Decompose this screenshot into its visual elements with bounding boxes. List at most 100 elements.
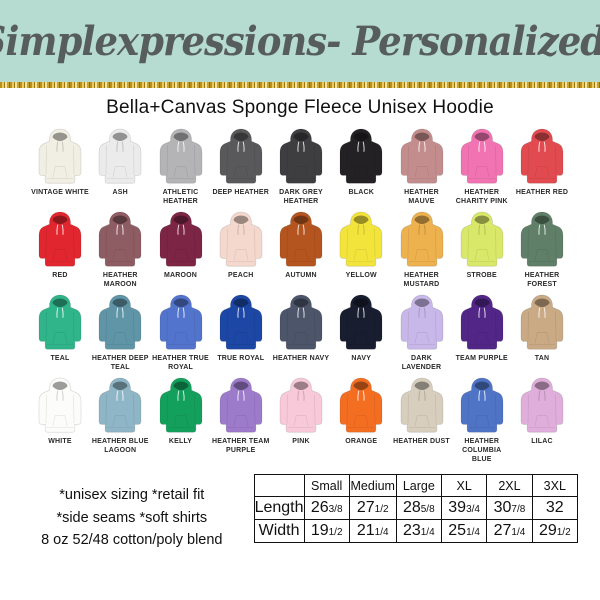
note-line: *side seams *soft shirts: [56, 509, 208, 526]
hood-interior: [293, 215, 309, 226]
drawstrings: [357, 224, 365, 235]
kangaroo-pocket: [474, 166, 490, 178]
hoodie-icon: [520, 294, 564, 350]
drawstrings: [478, 390, 486, 401]
hood-front: [534, 220, 550, 226]
hood-interior: [414, 381, 429, 392]
color-swatch: AUTUMN: [271, 209, 331, 290]
drawstrings: [357, 390, 365, 401]
kangaroo-pocket: [353, 415, 369, 427]
kangaroo-pocket: [414, 332, 429, 344]
color-swatch: DARK GREY HEATHER: [271, 126, 331, 207]
color-label: HEATHER MAUVE: [404, 189, 439, 205]
kangaroo-pocket: [474, 332, 490, 344]
color-label: PEACH: [227, 272, 254, 279]
hood-interior: [233, 215, 249, 226]
drawstrings: [56, 307, 64, 318]
size-row-label: Length: [253, 496, 305, 521]
kangaroo-pocket: [534, 415, 550, 427]
kangaroo-pocket: [534, 249, 550, 261]
color-label: ASH: [112, 189, 128, 196]
kangaroo-pocket: [52, 249, 68, 261]
hoodie-body-shape: [520, 128, 564, 184]
drawstrings: [56, 390, 64, 401]
hoodie-icon: [279, 211, 323, 267]
color-label: HEATHER MAROON: [102, 272, 138, 288]
color-swatch: PEACH: [211, 209, 271, 290]
color-label: ATHLETIC HEATHER: [162, 189, 199, 205]
color-label: HEATHER FOREST: [524, 272, 560, 288]
note-line: *unisex sizing *retail fit: [59, 487, 205, 504]
hood-front: [112, 220, 128, 226]
hoodie-body-shape: [279, 377, 323, 433]
kangaroo-pocket: [233, 166, 249, 178]
drawstrings: [417, 141, 426, 152]
drawstrings: [237, 390, 245, 401]
color-swatch: HEATHER FOREST: [512, 209, 572, 290]
hoodie-icon: [98, 211, 142, 267]
drawstrings: [116, 224, 124, 235]
hood-front: [112, 303, 128, 309]
hood-front: [293, 137, 309, 143]
drawstrings: [478, 141, 486, 152]
color-label: HEATHER DUST: [393, 438, 450, 445]
drawstrings: [297, 224, 305, 235]
size-table-row: Length 263/8 271/2 285/8 393/4 307/8 32: [253, 496, 579, 521]
size-value-cell: 307/8: [486, 496, 533, 521]
kangaroo-pocket: [474, 249, 490, 261]
color-label: PINK: [292, 438, 310, 445]
hoodie-body-shape: [339, 128, 383, 184]
hoodie-body-shape: [279, 211, 323, 267]
drawstrings: [56, 224, 64, 235]
hood-front: [534, 137, 550, 143]
hoodie-icon: [38, 377, 82, 433]
drawstrings: [116, 390, 124, 401]
hood-front: [414, 137, 429, 143]
hood-front: [293, 303, 309, 309]
hood-interior: [534, 298, 550, 309]
color-label: TEAL: [50, 355, 70, 362]
color-swatch: HEATHER DEEP TEAL: [90, 292, 150, 373]
color-swatch: BLACK: [331, 126, 391, 207]
color-swatch: HEATHER MUSTARD: [392, 209, 452, 290]
kangaroo-pocket: [173, 166, 188, 178]
hoodie-icon: [520, 377, 564, 433]
product-notes: *unisex sizing *retail fit *side seams *…: [10, 484, 254, 551]
hoodie-icon: [219, 294, 263, 350]
note-line: 8 oz 52/48 cotton/poly blend: [41, 532, 223, 549]
size-value-cell: 231/4: [395, 519, 442, 544]
hood-interior: [293, 132, 309, 143]
hood-front: [534, 386, 550, 392]
kangaroo-pocket: [173, 249, 188, 261]
kangaroo-pocket: [414, 249, 429, 261]
color-label: TRUE ROYAL: [217, 355, 265, 362]
size-column-header: 2XL: [486, 474, 533, 498]
hood-interior: [173, 381, 188, 392]
hood-front: [534, 303, 550, 309]
color-label: HEATHER NAVY: [272, 355, 330, 362]
hood-front: [414, 303, 429, 309]
hood-interior: [414, 215, 429, 226]
color-label: BLACK: [348, 189, 374, 196]
size-column-header: Large: [395, 474, 442, 498]
hoodie-icon: [219, 377, 263, 433]
drawstrings: [297, 141, 305, 152]
kangaroo-pocket: [293, 415, 309, 427]
hood-front: [474, 137, 490, 143]
size-value-cell: 271/2: [348, 496, 397, 521]
product-title: Bella+Canvas Sponge Fleece Unisex Hoodie: [106, 97, 494, 118]
hoodie-icon: [460, 211, 504, 267]
size-table-row: Width 191/2 211/4 231/4 251/4 271/4 291/2: [253, 519, 579, 544]
color-swatch: HEATHER RED: [512, 126, 572, 207]
color-label: HEATHER COLUMBIA BLUE: [462, 438, 502, 463]
color-swatch: STROBE: [452, 209, 512, 290]
hood-interior: [173, 215, 188, 226]
hood-interior: [293, 381, 309, 392]
drawstrings: [116, 141, 124, 152]
drawstrings: [357, 307, 365, 318]
hood-interior: [534, 381, 550, 392]
color-label: HEATHER MUSTARD: [403, 272, 440, 288]
kangaroo-pocket: [52, 332, 68, 344]
hood-front: [112, 386, 128, 392]
color-swatch: HEATHER MAUVE: [392, 126, 452, 207]
